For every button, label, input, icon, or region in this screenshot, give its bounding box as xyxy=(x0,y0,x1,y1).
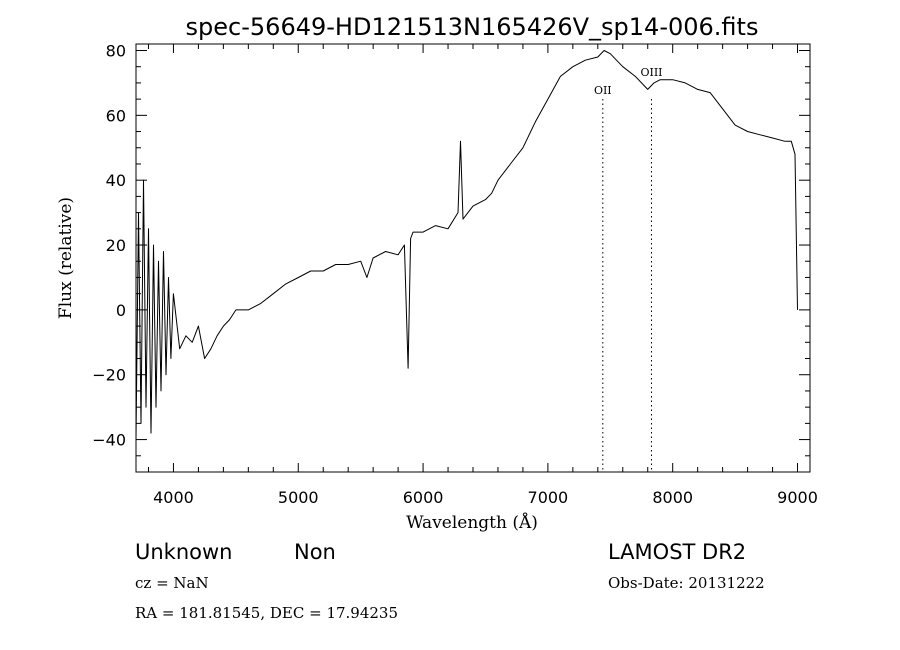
x-tick-label: 8000 xyxy=(652,488,693,507)
x-tick-label: 6000 xyxy=(403,488,444,507)
chart-title: spec-56649-HD121513N165426V_sp14-006.fit… xyxy=(186,13,759,41)
x-tick-label: 5000 xyxy=(278,488,319,507)
annotation-label: OII xyxy=(594,84,612,97)
y-tick-label: 60 xyxy=(106,106,126,125)
y-tick-label: 0 xyxy=(116,301,126,320)
x-tick-labels: 4000 5000 6000 7000 8000 9000 xyxy=(153,488,818,507)
coordinates-text: RA = 181.81545, DEC = 17.94235 xyxy=(135,604,399,622)
object-subtype-label: Non xyxy=(294,540,336,564)
axis-ticks xyxy=(136,44,810,473)
spectrum-line xyxy=(135,50,798,440)
y-tick-labels: −40 −20 0 20 40 60 80 xyxy=(92,41,126,449)
y-axis-label: Flux (relative) xyxy=(56,197,76,319)
y-tick-label: 80 xyxy=(106,41,126,60)
survey-label: LAMOST DR2 xyxy=(608,540,747,564)
annotation-label: OIII xyxy=(640,66,662,79)
line-annotations: OII OIII xyxy=(594,66,663,472)
obs-date-text: Obs-Date: 20131222 xyxy=(608,574,765,592)
redshift-text: cz = NaN xyxy=(135,574,209,592)
y-tick-label: −20 xyxy=(92,366,126,385)
plot-frame xyxy=(135,43,811,473)
y-tick-label: 20 xyxy=(106,236,126,255)
y-tick-label: −40 xyxy=(92,431,126,450)
x-axis-label: Wavelength (Å) xyxy=(406,512,538,533)
x-tick-label: 4000 xyxy=(153,488,194,507)
x-tick-label: 7000 xyxy=(528,488,569,507)
object-type-label: Unknown xyxy=(135,540,233,564)
x-tick-label: 9000 xyxy=(777,488,818,507)
y-tick-label: 40 xyxy=(106,171,126,190)
